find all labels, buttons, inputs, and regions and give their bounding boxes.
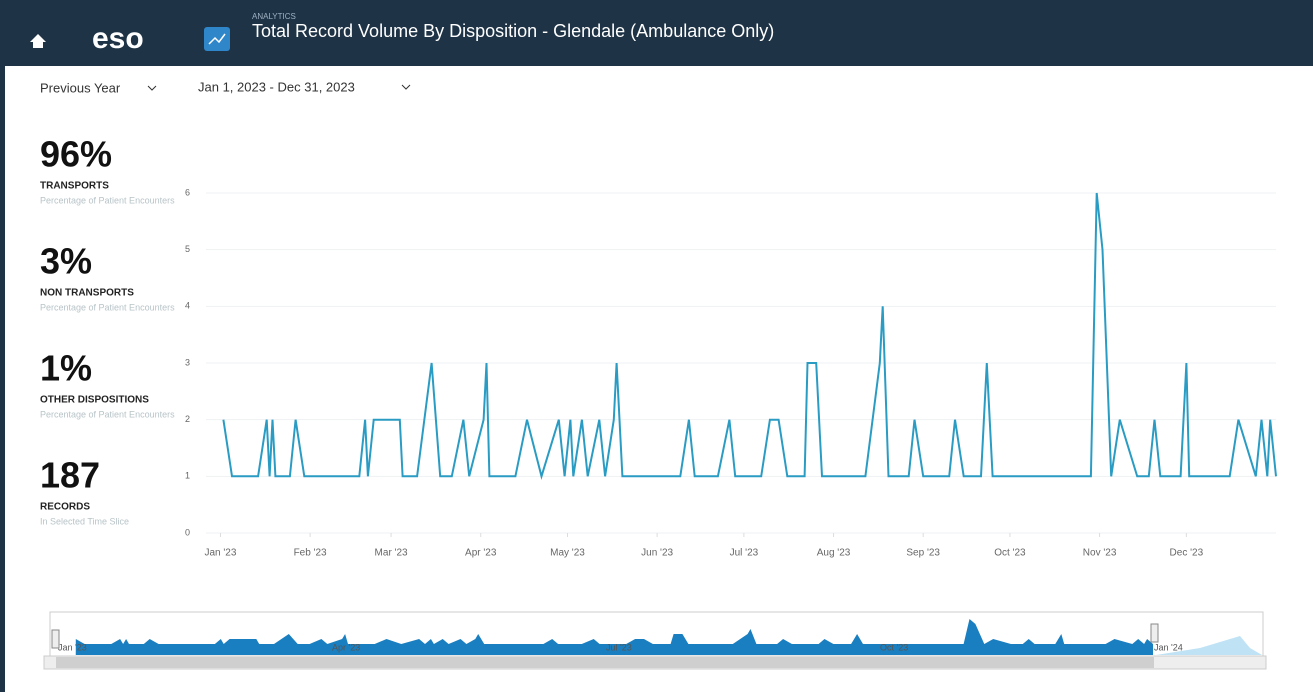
stat-note: In Selected Time Slice <box>40 516 129 526</box>
x-tick-label: May '23 <box>550 548 585 559</box>
x-tick-label: Jul '23 <box>730 548 759 559</box>
section-label: ANALYTICS <box>252 12 296 21</box>
stat-value: 96% <box>40 134 112 175</box>
navigator-handle[interactable] <box>51 629 60 649</box>
x-tick-label: Mar '23 <box>375 548 408 559</box>
logo[interactable]: eso <box>92 22 144 55</box>
date-range-filter[interactable]: Jan 1, 2023 - Dec 31, 2023 <box>198 79 355 94</box>
data-line <box>222 192 1277 480</box>
navigator-label: Apr '23 <box>332 642 360 652</box>
stat-note: Percentage of Patient Encounters <box>40 302 175 312</box>
navigator-tail <box>1156 636 1262 655</box>
stat-value: 1% <box>40 348 92 389</box>
stat-note: Percentage of Patient Encounters <box>40 409 175 419</box>
analytics-icon-glyph <box>208 33 226 45</box>
navigator-handle[interactable] <box>1150 623 1159 643</box>
navigator-label: Jan '23 <box>58 642 87 652</box>
y-tick-label: 5 <box>185 244 190 254</box>
x-tick-label: Sep '23 <box>906 548 940 559</box>
navigator-label: Jul '23 <box>606 642 632 652</box>
x-tick-label: Dec '23 <box>1170 548 1204 559</box>
left-border <box>0 66 5 692</box>
x-tick-label: Nov '23 <box>1083 548 1117 559</box>
stat-value: 3% <box>40 241 92 282</box>
y-tick-label: 2 <box>185 414 190 424</box>
x-tick-label: Feb '23 <box>294 548 327 559</box>
stat-label: NON TRANSPORTS <box>40 288 134 299</box>
home-icon[interactable] <box>30 34 46 48</box>
x-tick-label: Apr '23 <box>465 548 497 559</box>
stat-value: 187 <box>40 455 100 496</box>
y-tick-label: 6 <box>185 187 190 197</box>
scrollbar-thumb[interactable] <box>56 657 1154 668</box>
navigator-area <box>75 619 1154 655</box>
navigator-label: Oct '23 <box>880 642 908 652</box>
x-tick-label: Jun '23 <box>641 548 673 559</box>
y-tick-label: 0 <box>185 527 190 537</box>
y-tick-label: 1 <box>185 471 190 481</box>
x-tick-label: Jan '23 <box>204 548 236 559</box>
navigator-label: Jan '24 <box>1154 642 1183 652</box>
x-tick-label: Aug '23 <box>817 548 851 559</box>
x-tick-label: Oct '23 <box>994 548 1026 559</box>
y-tick-label: 4 <box>185 301 190 311</box>
dropdown-arrow <box>401 84 411 90</box>
stat-label: RECORDS <box>40 502 90 513</box>
page-title: Total Record Volume By Disposition - Gle… <box>252 21 774 41</box>
stat-label: TRANSPORTS <box>40 181 109 192</box>
period-filter[interactable]: Previous Year <box>40 80 121 95</box>
stat-note: Percentage of Patient Encounters <box>40 195 175 205</box>
stat-label: OTHER DISPOSITIONS <box>40 395 149 406</box>
y-tick-label: 3 <box>185 357 190 367</box>
dropdown-arrow <box>147 85 157 91</box>
